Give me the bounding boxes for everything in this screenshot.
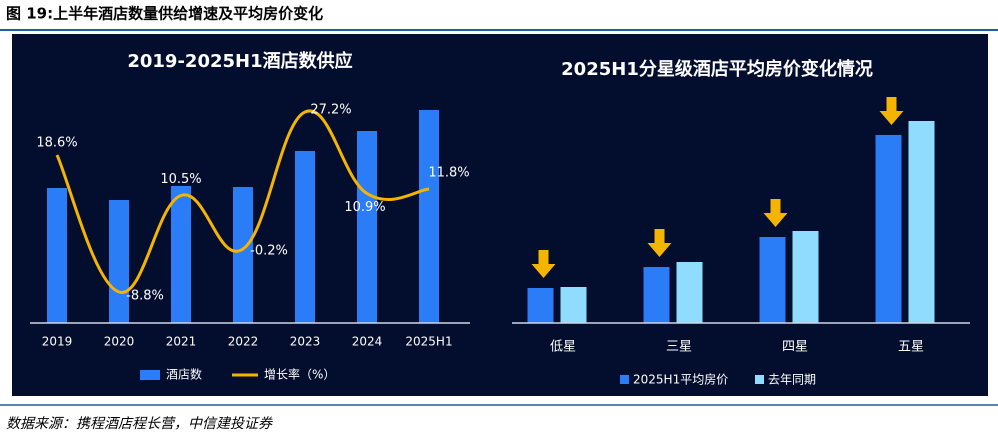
bar: [676, 262, 703, 323]
chart-panel: [12, 34, 988, 396]
legend-label: 2025H1平均房价: [633, 372, 728, 387]
legend-swatch: [140, 370, 160, 380]
source-note: 数据来源：携程酒店程长营，中信建投证券: [6, 416, 273, 432]
x-tick-label: 四星: [782, 340, 808, 355]
chart-title: 2025H1分星级酒店平均房价变化情况: [561, 58, 873, 80]
x-tick-label: 2024: [352, 335, 383, 349]
chart-title: 2019-2025H1酒店数供应: [127, 50, 352, 72]
legend-label: 去年同期: [768, 373, 816, 387]
legend-label: 增长率（%）: [264, 367, 335, 382]
bar: [109, 200, 129, 323]
data-label: -8.8%: [126, 289, 164, 304]
x-tick-label: 2021: [166, 335, 197, 349]
bar: [908, 121, 935, 323]
line: [55, 109, 430, 294]
bar: [560, 287, 587, 323]
arrow: [647, 229, 672, 257]
bar: [875, 135, 902, 323]
legend-swatch: [755, 375, 764, 384]
bar: [527, 288, 554, 323]
bar: [47, 188, 67, 323]
data-label: 11.8%: [428, 166, 469, 181]
bar: [759, 237, 786, 323]
arrow: [531, 250, 556, 278]
bar: [643, 267, 670, 323]
x-tick-label: 2023: [290, 335, 321, 349]
x-tick-label: 2019: [42, 335, 73, 349]
bar: [233, 187, 253, 323]
x-tick-label: 五星: [898, 340, 924, 355]
arrow: [763, 199, 788, 227]
legend-swatch: [620, 375, 629, 384]
x-tick-label: 2022: [228, 335, 259, 349]
bar: [295, 151, 315, 323]
data-label: -0.2%: [250, 244, 288, 259]
figure-title: 图 19:上半年酒店数量供给增速及平均房价变化: [6, 5, 323, 23]
data-label: 27.2%: [310, 103, 351, 118]
bar: [792, 231, 819, 323]
arrow: [879, 97, 904, 125]
x-tick-label: 2020: [104, 335, 135, 349]
data-label: 18.6%: [36, 136, 77, 151]
x-tick-label: 三星: [666, 340, 692, 355]
bar: [171, 186, 191, 323]
bar: [357, 131, 377, 323]
x-tick-label: 低星: [550, 340, 576, 355]
legend-label: 酒店数: [166, 367, 202, 382]
bar: [419, 110, 439, 323]
data-label: 10.9%: [344, 200, 385, 215]
x-tick-label: 2025H1: [405, 335, 452, 349]
data-label: 10.5%: [160, 172, 201, 187]
